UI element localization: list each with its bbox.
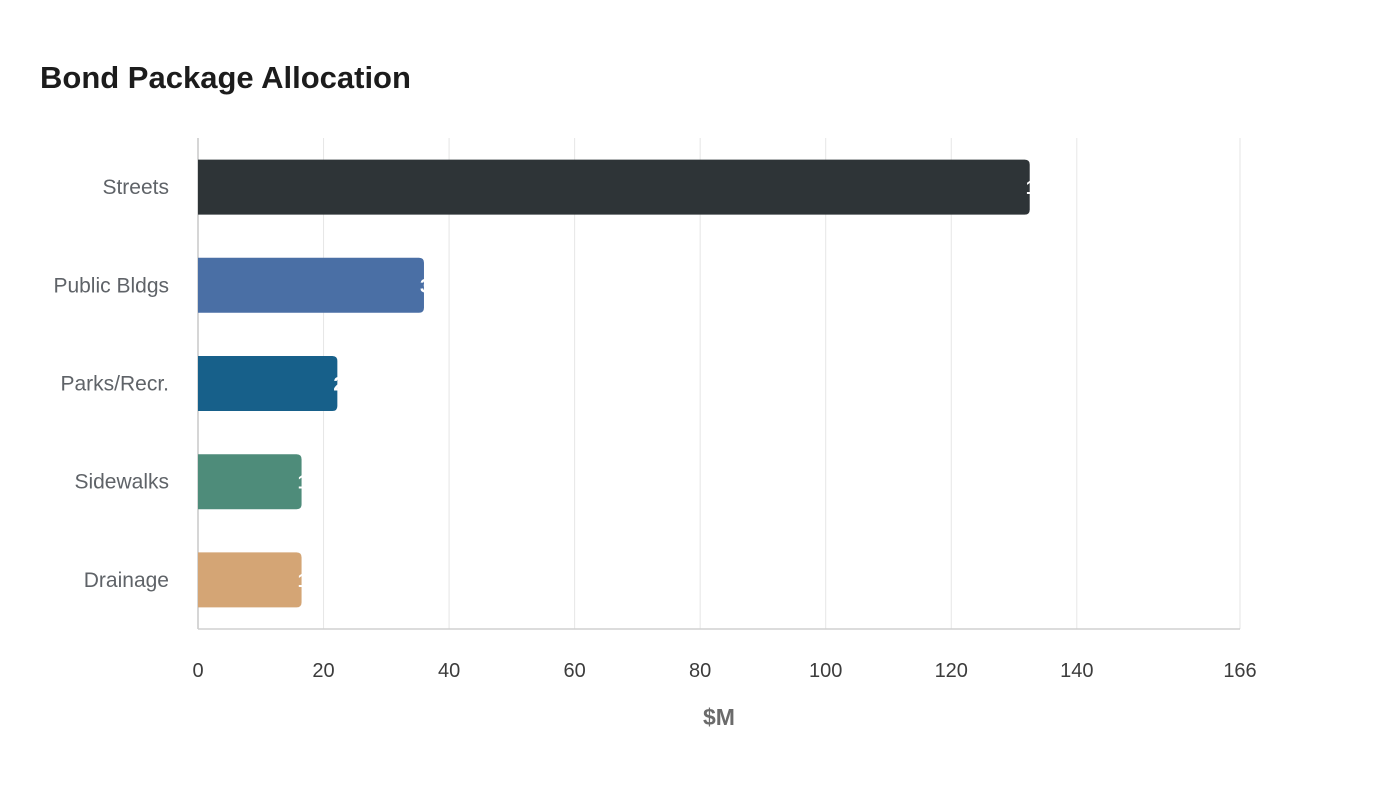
bar-value-label: 16.5 <box>298 473 335 494</box>
bar-sidewalks <box>198 454 302 510</box>
category-label: Public Bldgs <box>53 274 169 297</box>
x-tick-label: 166 <box>1223 660 1256 682</box>
x-tick-label: 60 <box>564 660 586 682</box>
category-label: Drainage <box>84 569 169 592</box>
x-tick-label: 100 <box>809 660 842 682</box>
bar-streets <box>198 159 1030 215</box>
x-tick-label: 20 <box>312 660 334 682</box>
x-tick-label: 0 <box>192 660 203 682</box>
category-label: Sidewalks <box>74 471 169 494</box>
bar-public-bldgs <box>198 257 424 313</box>
x-axis-title: $M <box>703 704 735 730</box>
bar-value-label: 132.5 <box>1026 178 1074 199</box>
x-tick-label: 120 <box>935 660 968 682</box>
bar-parks-recr <box>198 356 338 411</box>
x-tick-label: 140 <box>1060 660 1093 682</box>
x-tick-label: 80 <box>689 660 711 682</box>
x-tick-label: 40 <box>438 660 460 682</box>
category-label: Streets <box>102 176 169 199</box>
bar-value-label: 16.5 <box>298 571 335 592</box>
bar-value-label: 22.2 <box>333 375 370 396</box>
bar-drainage <box>198 552 302 608</box>
category-label: Parks/Recr. <box>60 373 169 396</box>
chart-title: Bond Package Allocation <box>40 60 411 95</box>
bar-value-label: 36 <box>420 276 441 297</box>
